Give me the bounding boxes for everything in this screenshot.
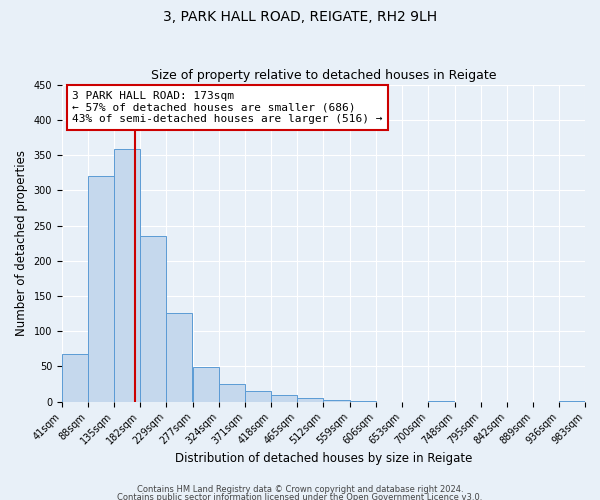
X-axis label: Distribution of detached houses by size in Reigate: Distribution of detached houses by size …	[175, 452, 472, 465]
Bar	[323, 400, 350, 402]
Bar	[245, 391, 271, 402]
Bar	[428, 401, 454, 402]
Bar	[114, 150, 140, 402]
Bar	[193, 367, 219, 402]
Title: Size of property relative to detached houses in Reigate: Size of property relative to detached ho…	[151, 69, 496, 82]
Bar	[140, 236, 166, 402]
Text: Contains HM Land Registry data © Crown copyright and database right 2024.: Contains HM Land Registry data © Crown c…	[137, 486, 463, 494]
Bar	[271, 394, 298, 402]
Bar	[559, 401, 585, 402]
Bar	[350, 401, 376, 402]
Bar	[88, 176, 114, 402]
Bar	[62, 354, 88, 402]
Y-axis label: Number of detached properties: Number of detached properties	[15, 150, 28, 336]
Text: Contains public sector information licensed under the Open Government Licence v3: Contains public sector information licen…	[118, 492, 482, 500]
Bar	[219, 384, 245, 402]
Bar	[166, 313, 193, 402]
Text: 3 PARK HALL ROAD: 173sqm
← 57% of detached houses are smaller (686)
43% of semi-: 3 PARK HALL ROAD: 173sqm ← 57% of detach…	[73, 91, 383, 124]
Bar	[298, 398, 323, 402]
Text: 3, PARK HALL ROAD, REIGATE, RH2 9LH: 3, PARK HALL ROAD, REIGATE, RH2 9LH	[163, 10, 437, 24]
